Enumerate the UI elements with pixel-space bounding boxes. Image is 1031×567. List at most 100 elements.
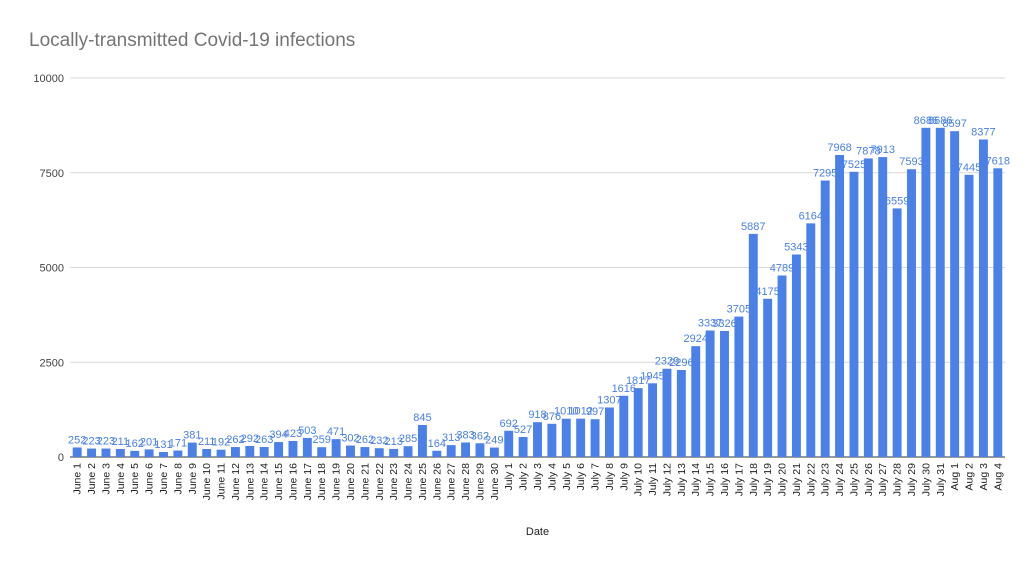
x-tick-label: July 23 — [820, 463, 832, 496]
bar — [432, 450, 442, 457]
x-tick-label: June 7 — [158, 463, 170, 495]
x-tick-label: July 9 — [618, 463, 630, 491]
data-label: 211 — [198, 436, 216, 448]
x-tick-label: July 20 — [777, 463, 789, 496]
data-label: 7618 — [986, 155, 1010, 167]
x-tick-label: June 24 — [403, 463, 415, 501]
data-label: 527 — [514, 424, 532, 436]
data-label: 1945 — [640, 370, 664, 382]
y-tick-label: 5000 — [40, 263, 64, 275]
x-tick-label: July 4 — [546, 463, 558, 491]
bar — [561, 418, 571, 457]
bar — [921, 127, 931, 457]
data-label: 302 — [341, 433, 359, 445]
bar — [777, 275, 787, 457]
bar — [892, 208, 902, 457]
data-label: 8686 — [928, 115, 952, 127]
data-label: 918 — [528, 409, 546, 421]
bar — [302, 437, 312, 457]
bar — [259, 447, 269, 457]
x-tick-label: June 10 — [201, 463, 213, 501]
data-label: 5887 — [741, 221, 765, 233]
x-tick-label: June 1 — [72, 463, 84, 495]
data-label: 692 — [500, 418, 518, 430]
x-tick-label: June 5 — [129, 463, 141, 495]
data-label: 262 — [356, 434, 374, 446]
x-tick-label: July 27 — [877, 463, 889, 496]
data-label: 263 — [255, 434, 273, 446]
x-tick-label: July 29 — [906, 463, 918, 496]
x-tick-label: July 30 — [920, 463, 932, 496]
bar — [489, 447, 499, 457]
x-tick-label: June 4 — [115, 463, 127, 495]
data-label: 162 — [126, 438, 144, 450]
bar — [633, 388, 643, 457]
bar — [763, 298, 773, 457]
bar — [734, 316, 744, 457]
data-label: 7525 — [842, 159, 866, 171]
bar — [173, 450, 183, 457]
bar — [835, 155, 845, 457]
x-tick-label: Aug 2 — [964, 463, 976, 491]
bar — [475, 443, 485, 457]
x-tick-label: July 14 — [690, 463, 702, 496]
data-label: 1010 — [554, 406, 578, 418]
x-tick-label: July 17 — [733, 463, 745, 496]
bar — [691, 346, 701, 457]
data-label: 292 — [241, 433, 259, 445]
bar — [662, 368, 672, 457]
x-tick-label: June 16 — [287, 463, 299, 501]
data-label: 471 — [327, 426, 345, 438]
data-label: 423 — [284, 428, 302, 440]
x-tick-label: July 5 — [561, 463, 573, 491]
y-tick-label: 7500 — [40, 168, 64, 180]
data-label: 7968 — [827, 142, 851, 154]
x-tick-label: June 9 — [187, 463, 199, 495]
data-label: 876 — [543, 411, 561, 423]
bar — [648, 383, 658, 457]
data-label: 7878 — [856, 145, 880, 157]
data-label: 845 — [413, 412, 431, 424]
bar — [504, 430, 514, 457]
bar — [461, 442, 471, 457]
bar — [374, 448, 384, 457]
data-label: 7445 — [957, 162, 981, 174]
data-label: 201 — [140, 436, 158, 448]
bar — [964, 174, 974, 457]
x-tick-label: July 31 — [935, 463, 947, 496]
bar — [274, 442, 284, 457]
bar — [590, 419, 600, 457]
data-label: 171 — [169, 438, 187, 450]
bar — [101, 448, 111, 457]
data-label: 7593 — [899, 156, 923, 168]
x-tick-label: July 15 — [705, 463, 717, 496]
x-tick-label: July 18 — [748, 463, 760, 496]
bar — [360, 447, 370, 457]
bar — [950, 131, 960, 457]
bar — [720, 330, 729, 457]
bar — [806, 223, 816, 457]
data-label: 2296 — [669, 357, 693, 369]
data-label: 8686 — [914, 115, 938, 127]
chart-title: Locally-transmitted Covid-19 infections — [29, 30, 356, 51]
data-label: 7913 — [870, 144, 894, 156]
bar — [547, 423, 557, 457]
data-label: 232 — [370, 435, 388, 447]
x-tick-label: July 26 — [863, 463, 875, 496]
data-label: 997 — [586, 406, 604, 418]
bar — [748, 233, 758, 457]
x-tick-label: June 25 — [417, 463, 429, 501]
x-tick-label: June 6 — [144, 463, 156, 495]
data-label: 223 — [82, 436, 100, 448]
bar — [115, 449, 125, 457]
x-tick-label: July 28 — [892, 463, 904, 496]
data-label: 223 — [97, 436, 115, 448]
data-label: 252 — [68, 434, 86, 446]
x-tick-label: July 11 — [647, 463, 659, 496]
x-tick-label: July 22 — [805, 463, 817, 496]
x-tick-label: June 18 — [316, 463, 328, 501]
data-label: 8377 — [971, 127, 995, 139]
data-label: 3326 — [712, 318, 736, 330]
